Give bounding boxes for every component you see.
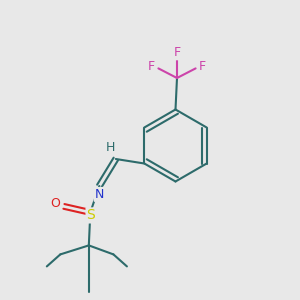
- Text: H: H: [106, 141, 115, 154]
- Text: O: O: [51, 197, 61, 211]
- Text: S: S: [86, 208, 95, 222]
- Text: F: F: [148, 60, 155, 74]
- Text: F: F: [173, 46, 181, 59]
- Text: F: F: [199, 60, 206, 74]
- Text: N: N: [94, 188, 104, 201]
